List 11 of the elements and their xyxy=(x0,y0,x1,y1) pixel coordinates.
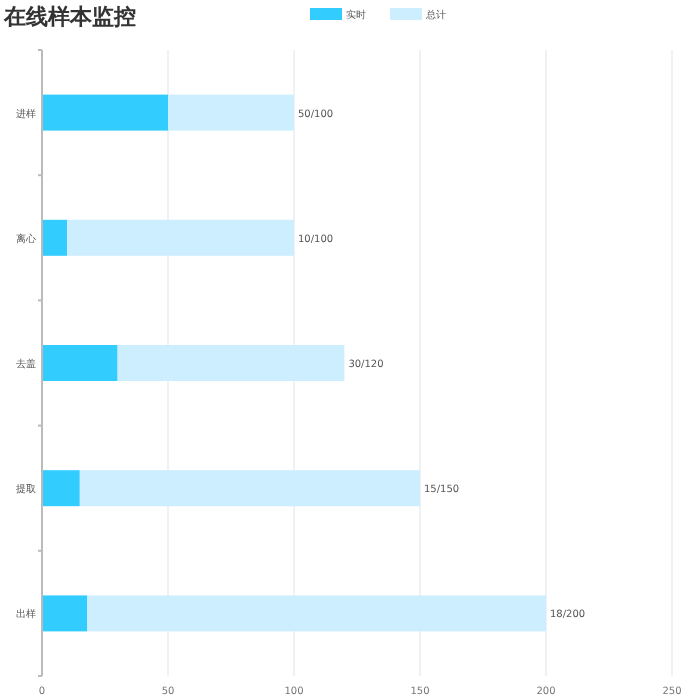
bar xyxy=(42,345,118,381)
bar xyxy=(67,219,294,256)
bar xyxy=(42,470,80,507)
bar xyxy=(42,94,168,131)
bar xyxy=(79,470,420,507)
bar xyxy=(168,94,294,131)
bar xyxy=(42,219,68,256)
bar xyxy=(117,345,345,381)
chart-title: 在线样本监控 xyxy=(2,4,136,30)
bar xyxy=(87,595,546,632)
bar xyxy=(42,595,88,632)
